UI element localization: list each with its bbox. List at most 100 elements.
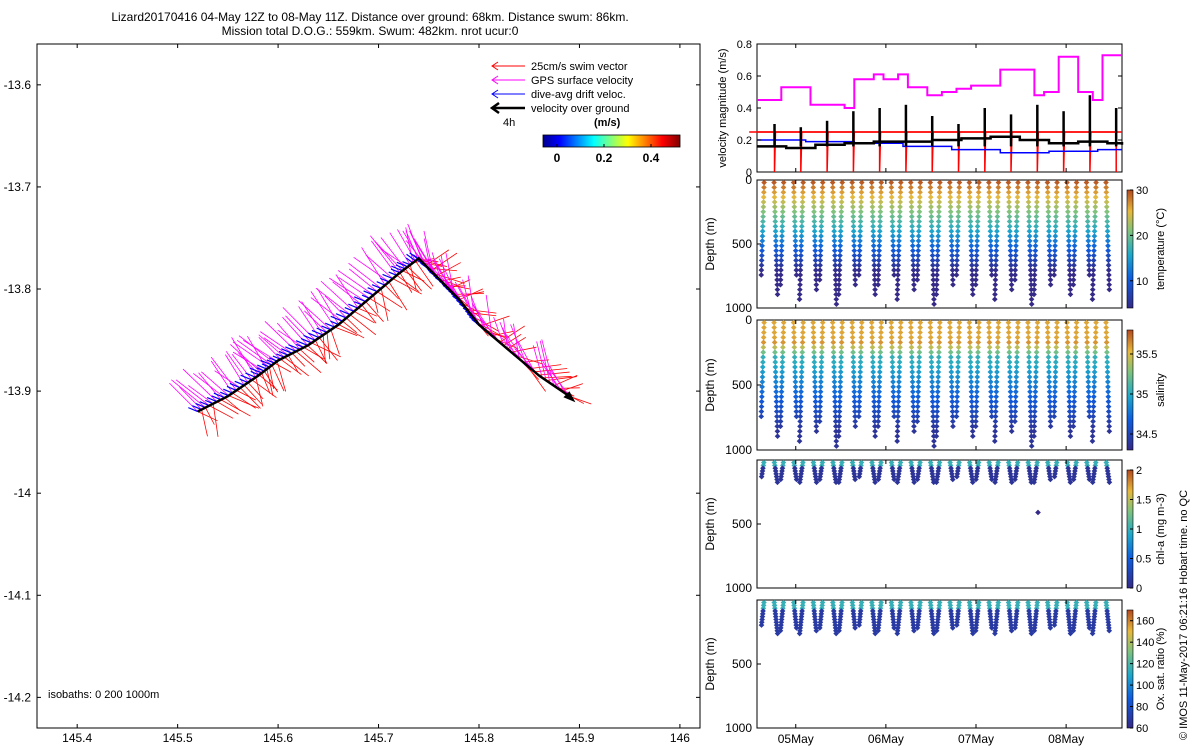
salinity-profile-point (1013, 364, 1020, 370)
salinity-profile-point (870, 359, 876, 365)
swim-vector (388, 281, 408, 311)
temperature-profile-point (987, 213, 993, 220)
salinity-profile-point (988, 408, 995, 415)
salinity-profile-point (1008, 403, 1014, 410)
temperature-profile-point (1104, 228, 1111, 235)
map-xtick-label: 145.6 (263, 731, 293, 745)
salinity-profile-point (798, 374, 805, 380)
drift-vector (195, 403, 206, 409)
salinity-profile-point (1085, 379, 1092, 385)
salinity-profile-point (856, 383, 863, 390)
temperature-profile-point (1051, 272, 1057, 278)
oxygen-cbar-tick-label: 160 (1136, 616, 1154, 628)
salinity-profile-point (974, 379, 980, 385)
temperature-profile-point (1071, 247, 1078, 254)
salinity-profile-point (796, 438, 803, 444)
temperature-profile-point (1052, 233, 1059, 239)
salinity-profile-point (988, 403, 995, 410)
swim-vector (284, 356, 309, 377)
salinity-profile-point (1045, 334, 1051, 341)
salinity-profile-point (1091, 374, 1098, 380)
temperature-profile-point (888, 179, 895, 186)
salinity-profile-point (830, 334, 836, 341)
temperature-profile-point (1105, 247, 1111, 254)
salinity-profile-point (1013, 383, 1019, 390)
drift-vector (268, 357, 278, 362)
temperature-profile-point (831, 228, 837, 235)
temperature-profile-point (1033, 218, 1040, 225)
salinity-profile-point (792, 388, 799, 395)
temperature-profile-point (1091, 223, 1098, 230)
salinity-profile-point (800, 319, 807, 326)
temperature-profile-point (1014, 199, 1021, 205)
temperature-profile-point (907, 179, 914, 186)
temperature-profile-point (1032, 247, 1039, 254)
temperature-profile-point (1007, 238, 1014, 244)
salinity-profile-point (1054, 324, 1060, 331)
temperature-profile-point (797, 257, 804, 264)
salinity-profile-point (1006, 339, 1012, 346)
salinity-profile-point (819, 334, 826, 341)
oxygen-profile-point (793, 625, 800, 631)
temperature-profile-point (870, 218, 876, 225)
drift-vector (239, 378, 249, 384)
velocity-ytick-label: 0.6 (737, 71, 752, 83)
salinity-profile-point (1052, 359, 1059, 365)
salinity-profile-point (830, 329, 836, 336)
temperature-profile-point (1026, 218, 1032, 225)
salinity-profile-point (812, 403, 819, 410)
gps-vector (485, 294, 493, 336)
swim-vector (291, 353, 306, 367)
swim-vector (511, 346, 537, 353)
temperature-profile-point (771, 199, 778, 205)
temperature-profile-point (933, 281, 940, 288)
salinity-profile-point (1028, 443, 1035, 449)
temperature-profile-point (870, 223, 876, 230)
salinity-profile-point (832, 418, 839, 425)
salinity-profile-point (877, 354, 884, 361)
temperature-profile-point (986, 179, 992, 186)
swim-vector (350, 314, 377, 336)
temperature-profile-point (870, 242, 877, 249)
salinity-profile-point (950, 423, 956, 430)
temperature-profile-point (1073, 179, 1080, 186)
salinity-profile-point (967, 364, 974, 370)
salinity-profile-point (1073, 324, 1080, 331)
temperature-profile-point (956, 179, 963, 186)
temperature-profile-point (937, 179, 943, 186)
oxygen-profile-point (852, 625, 858, 631)
drift-vector (324, 322, 335, 328)
temperature-profile-point (813, 286, 820, 293)
salinity-profile-point (1066, 408, 1073, 415)
temperature-profile-point (872, 291, 879, 298)
temperature-profile-point (778, 252, 785, 259)
legend-scale-label: 4h (503, 117, 515, 129)
temperature-profile-point (896, 233, 902, 239)
salinity-profile-point (858, 329, 865, 336)
salinity-profile-point (1090, 423, 1096, 430)
oxygen-cbar-tick-label: 80 (1136, 702, 1148, 714)
swim-vector (373, 294, 379, 313)
legend-gps-arrowhead (491, 75, 499, 85)
temperature-profile-point (1066, 257, 1073, 264)
swim-vector (287, 355, 299, 373)
temperature-profile-point (779, 238, 785, 244)
swim-vector (224, 397, 241, 412)
salinity-profile-point (956, 329, 962, 336)
oxygen-profile-point (894, 630, 901, 637)
salinity-profile-point (948, 383, 955, 390)
salinity-profile-point (835, 433, 842, 440)
salinity-profile-point (819, 344, 825, 351)
temperature-profile-point (872, 286, 878, 293)
salinity-profile-point (897, 349, 903, 356)
temperature-profile-point (1052, 242, 1058, 249)
temperature-profile-point (1028, 281, 1034, 288)
salinity-profile-point (975, 349, 981, 356)
temperature-profile-point (1064, 204, 1071, 210)
gps-vector (335, 274, 359, 309)
temperature-profile-point (817, 252, 824, 259)
salinity-profile-point (973, 393, 980, 400)
velocity-series (749, 54, 1124, 173)
temperature-profile-point (1014, 184, 1021, 191)
salinity-profile-point (890, 379, 896, 385)
